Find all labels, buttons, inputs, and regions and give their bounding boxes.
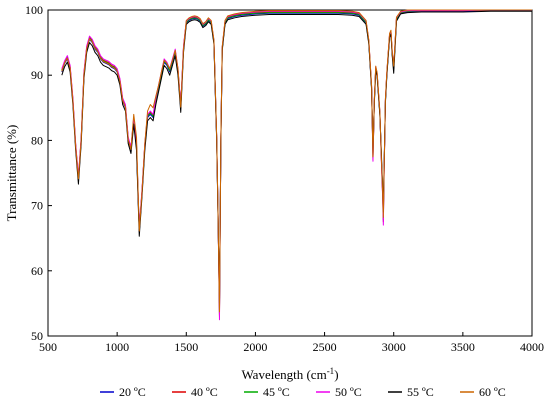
x-tick-label: 4000 (520, 340, 544, 354)
series-line-1 (61, 9, 532, 317)
x-axis-label-suffix: ) (334, 367, 338, 382)
y-tick-label: 70 (31, 199, 43, 213)
y-tick-label: 90 (31, 68, 43, 82)
x-tick-label: 1500 (174, 340, 198, 354)
series-line-0 (61, 10, 532, 311)
x-axis-label: Wavelength (cm-1) (241, 366, 338, 382)
series-line-4 (61, 10, 532, 304)
plot-frame (47, 9, 533, 337)
x-axis-label-superscript: -1 (327, 366, 335, 376)
legend-label-1: 40 ºC (191, 385, 218, 399)
x-tick-label: 500 (39, 340, 57, 354)
x-axis-ticks: 500 1000 1500 2000 2500 3000 3500 4000 (39, 332, 544, 354)
legend-label-2: 45 ºC (263, 385, 290, 399)
y-tick-label: 60 (31, 264, 43, 278)
series-line-3 (61, 9, 532, 321)
y-axis-ticks: 50 60 70 80 90 100 (25, 3, 52, 343)
series-line-2 (61, 9, 532, 315)
legend-label-0: 20 ºC (119, 385, 146, 399)
series-line-5 (61, 9, 532, 313)
legend: 20 ºC 40 ºC 45 ºC 50 ºC 55 ºC 60 ºC (100, 385, 506, 399)
legend-label-4: 55 ºC (407, 385, 434, 399)
legend-label-3: 50 ºC (335, 385, 362, 399)
x-tick-label: 1000 (105, 340, 129, 354)
y-axis-label: Transmittance (%) (4, 125, 19, 222)
x-tick-label: 2500 (313, 340, 337, 354)
series-layer (61, 9, 532, 321)
y-tick-label: 80 (31, 133, 43, 147)
x-tick-label: 3000 (382, 340, 406, 354)
y-tick-label: 50 (31, 329, 43, 343)
legend-label-5: 60 ºC (479, 385, 506, 399)
x-tick-label: 3500 (451, 340, 475, 354)
x-tick-label: 2000 (243, 340, 267, 354)
y-tick-label: 100 (25, 3, 43, 17)
